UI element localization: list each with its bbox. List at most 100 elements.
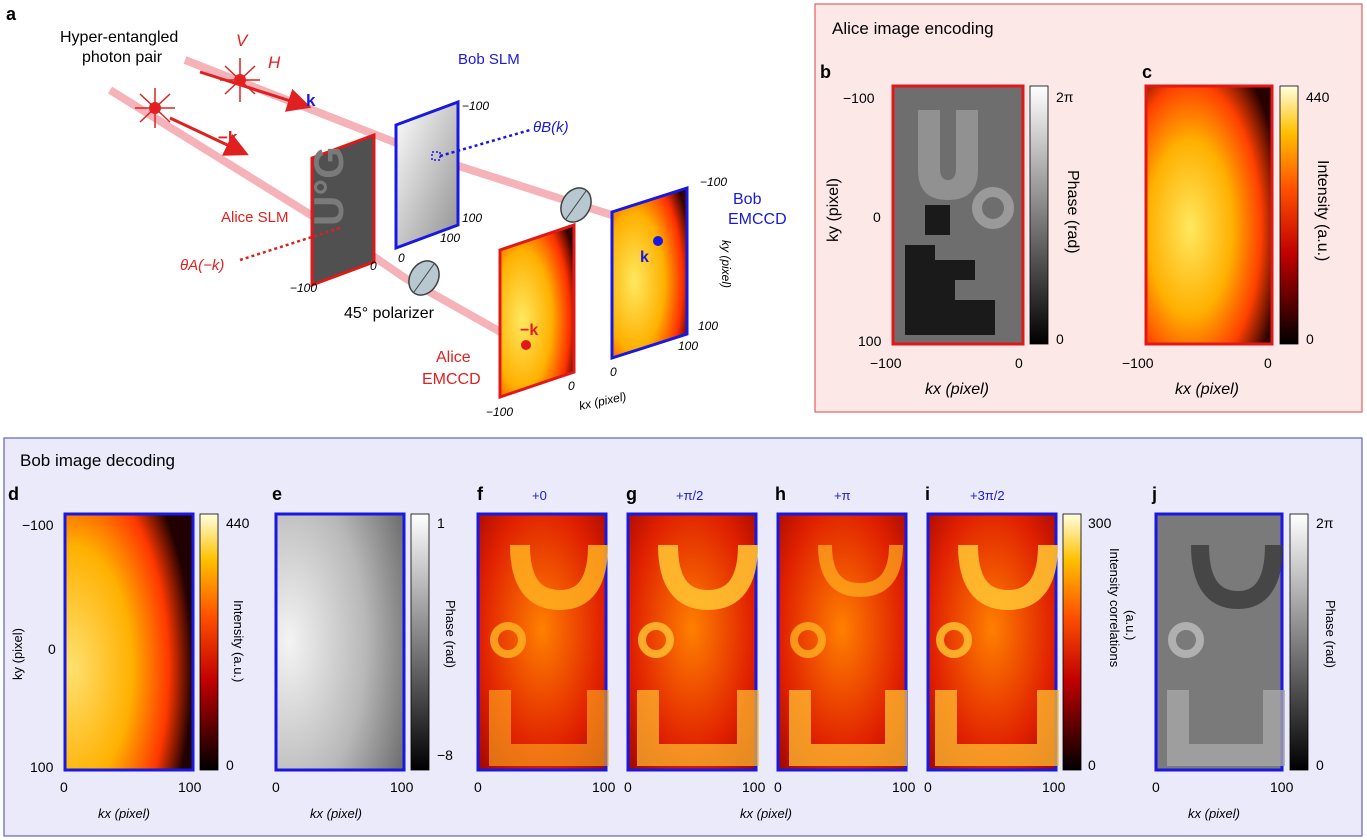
panel-e-cbar-min: −8 [437,747,453,763]
panel-b-cbar-min: 0 [1056,331,1064,347]
bob-slm-tick-m100: −100 [462,99,489,113]
panel-d-image [63,512,195,772]
panel-g-xtick-100: 100 [742,779,766,795]
bob-slm-label: Bob SLM [458,51,520,68]
panel-e-image [274,512,406,772]
panel-d-xtick-100: 100 [178,779,202,795]
panel-j-cbar-min: 0 [1316,757,1324,773]
panel-f-xtick-100: 100 [592,779,616,795]
panel-c-cbar-max: 440 [1306,89,1330,105]
panel-j-letter: j [1151,484,1157,504]
photon-pair-icons [135,58,260,128]
hyper-entangled-label: Hyper-entangled [60,29,178,46]
panel-d-cbar-max: 440 [226,515,250,531]
a-ky-label: ky (pixel) [719,240,733,288]
alice-emccd-tick-0: 0 [568,379,575,393]
theta-b-label: θB(k) [533,119,569,136]
shift-h: +π [834,488,851,503]
bob-emccd-tick-m100: −100 [700,175,727,189]
bob-slm [394,99,460,251]
panel-e-cbar-label: Phase (rad) [443,600,458,668]
panel-b-colorbar [1029,85,1049,345]
panel-b-cbar-label: Phase (rad) [1064,170,1081,254]
panel-f-image [476,512,609,772]
alice-slm-tick-m100: −100 [290,281,317,295]
bob-emccd-tick-100: 100 [698,319,718,333]
corr-colorbar [1062,513,1082,771]
panel-i-xtick-100: 100 [1042,779,1066,795]
panel-g-xtick-0: 0 [624,779,632,795]
polarizer-icons [408,187,592,296]
alice-slm-tick-0: 0 [370,259,377,273]
panel-i-xtick-0: 0 [924,779,932,795]
bob-slm-tick-0: 0 [398,251,405,265]
alice-emccd-minus-k: −k [520,322,538,339]
panel-c-colorbar [1279,85,1299,345]
panel-b-cbar-max: 2π [1056,89,1074,105]
panel-j-xtick-0: 0 [1152,779,1160,795]
photon-pair-label: photon pair [82,49,163,66]
panel-j-cbar-max: 2π [1316,515,1334,531]
corr-cbar-min: 0 [1088,757,1096,773]
panel-h-xtick-100: 100 [892,779,916,795]
alice-emccd-tick-m100: −100 [486,405,513,419]
corr-cbar-label-2: (a.u.) [1123,610,1138,640]
panel-d-ytick-100: 100 [30,759,54,775]
panel-c-xtick-m100: −100 [1122,355,1154,371]
panel-g-letter: g [626,484,637,504]
panel-f-letter: f [477,484,484,504]
corr-cbar-max: 300 [1088,515,1112,531]
shift-f: +0 [532,488,547,503]
h-label: H [268,53,281,72]
panel-g-image [626,512,759,772]
svg-text:U°G: U°G [305,146,352,226]
polarizer-label: 45° polarizer [344,305,435,322]
panel-c-image [1144,84,1274,346]
corr-cbar-label-1: Intensity correlations [1107,548,1122,668]
bob-slm-tick-100: 100 [462,211,482,225]
panel-i-letter: i [925,484,930,504]
minus-k-label: −k [218,128,238,147]
panel-d-letter: d [8,484,19,504]
panel-d-xtick-0: 0 [60,779,68,795]
fi-kx-label: kx (pixel) [740,806,792,821]
a-kx-label: kx (pixel) [578,389,628,413]
alice-emccd [498,222,576,400]
panel-e-kx-label: kx (pixel) [310,806,362,821]
panel-j-image [1154,512,1285,772]
k-label: k [306,91,316,110]
panel-h-xtick-0: 0 [774,779,782,795]
panel-b-ytick-100: 100 [858,333,882,349]
bob-decoding-title: Bob image decoding [20,451,175,470]
alice-slm: U°G [305,132,376,288]
panel-b-xtick-m100: −100 [870,355,902,371]
panel-c-cbar-label: Intensity (a.u.) [1314,160,1331,261]
panel-j-xtick-100: 100 [1270,779,1294,795]
shift-g: +π/2 [676,488,703,503]
panel-d-kx-label: kx (pixel) [98,806,150,821]
panel-c-kx-label: kx (pixel) [1175,381,1239,398]
bob-emccd-label-2: EMCCD [728,211,787,228]
panel-j-cbar-label: Phase (rad) [1323,600,1338,668]
bob-emccd-k: k [640,249,649,266]
bob-emccd [610,185,689,361]
bob-emccd-tick-0: 0 [610,365,617,379]
panel-d-cbar-label: Intensity (a.u.) [231,600,246,682]
panel-b-ytick-0: 0 [873,209,881,225]
panel-d-ytick-0: 0 [48,641,56,657]
panel-e-xtick-0: 0 [272,779,280,795]
panel-f-xtick-0: 0 [474,779,482,795]
panel-e-xtick-100: 100 [390,779,414,795]
panel-c-letter: c [1142,62,1152,82]
panel-j-colorbar [1289,513,1309,771]
panel-h-letter: h [775,484,786,504]
alice-slm-label: Alice SLM [221,209,289,226]
panel-h-image [776,512,908,772]
bob-emccd-label-1: Bob [733,191,762,208]
panel-d-colorbar [199,513,219,771]
panel-e-colorbar [410,513,430,771]
panel-e-letter: e [272,484,282,504]
bob-emccd-tick-100b: 100 [678,339,698,353]
panel-e-cbar-max: 1 [437,515,445,531]
